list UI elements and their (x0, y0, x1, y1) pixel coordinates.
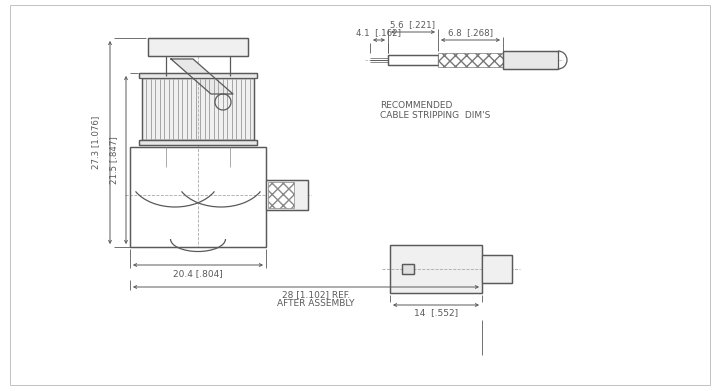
Text: RECOMMENDED: RECOMMENDED (380, 100, 452, 109)
Text: CABLE STRIPPING  DIM'S: CABLE STRIPPING DIM'S (380, 111, 490, 120)
Text: AFTER ASSEMBLY: AFTER ASSEMBLY (277, 300, 355, 308)
Bar (482, 255, 512, 283)
Bar (139, 73, 257, 78)
Text: 5.6  [.221]: 5.6 [.221] (390, 20, 436, 29)
Bar (142, 78, 254, 140)
Text: 27.3 [1.076]: 27.3 [1.076] (91, 116, 101, 169)
Text: 28 [1.102] REF.: 28 [1.102] REF. (282, 291, 350, 300)
Text: 4.1  [.162]: 4.1 [.162] (356, 29, 402, 38)
Polygon shape (171, 59, 233, 94)
Bar (438, 53, 503, 67)
Text: 21.5 [.847]: 21.5 [.847] (109, 136, 119, 184)
Bar (388, 55, 438, 65)
Bar (266, 180, 308, 210)
Text: 14  [.552]: 14 [.552] (414, 308, 458, 317)
Bar (148, 38, 248, 56)
Text: 20.4 [.804]: 20.4 [.804] (173, 269, 223, 278)
Bar (130, 147, 266, 247)
Bar (390, 245, 482, 293)
Bar (268, 182, 294, 208)
Bar (402, 264, 414, 274)
Text: 6.8  [.268]: 6.8 [.268] (448, 29, 493, 38)
Bar (139, 140, 257, 145)
Bar (503, 51, 558, 69)
